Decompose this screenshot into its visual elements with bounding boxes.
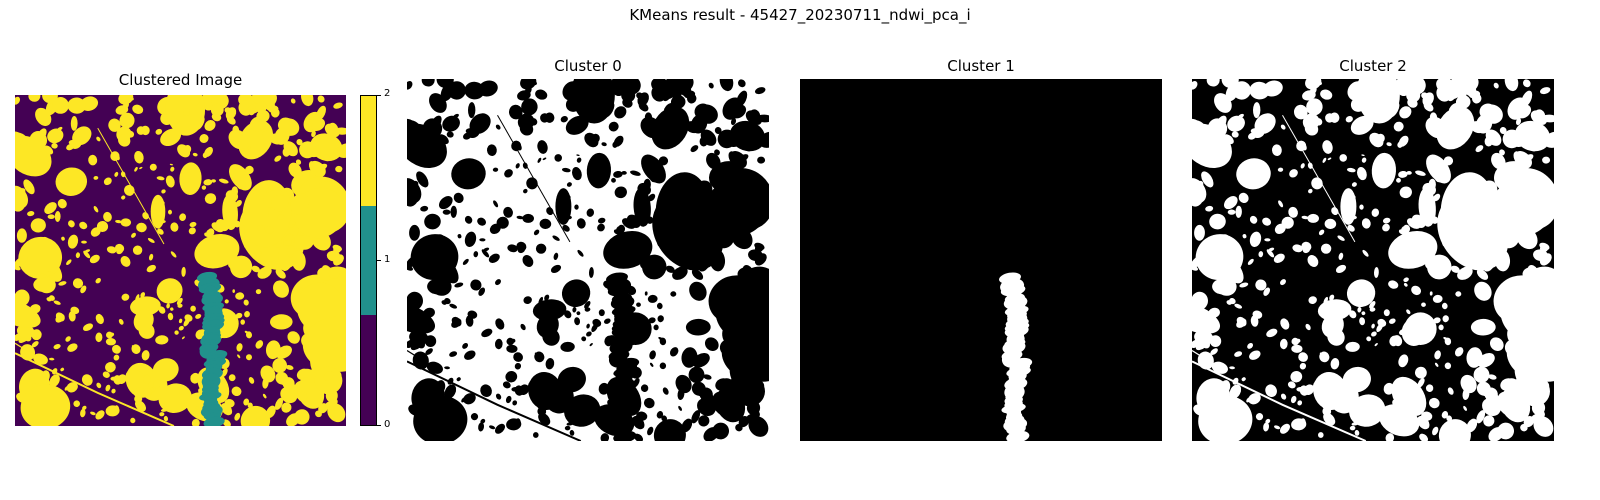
colorbar-tick-1: 1 (384, 254, 391, 265)
colorbar-tick-0: 0 (384, 419, 391, 430)
clustered-image (15, 95, 346, 426)
colorbar (360, 95, 377, 426)
colorbar-segment-0 (361, 315, 376, 425)
cluster-1-mask (800, 79, 1162, 441)
panel-title-clustered: Clustered Image (118, 71, 243, 89)
cluster-2-mask (1192, 79, 1554, 441)
colorbar-segment-1 (361, 205, 376, 316)
figure-title: KMeans result - 45427_20230711_ndwi_pca_… (629, 6, 971, 24)
cluster-0-mask (407, 79, 769, 441)
colorbar-segment-2 (361, 96, 376, 206)
panel-title-cluster-0: Cluster 0 (554, 57, 622, 75)
colorbar-tick-2: 2 (384, 88, 391, 99)
panel-title-cluster-1: Cluster 1 (947, 57, 1015, 75)
panel-title-cluster-2: Cluster 2 (1339, 57, 1407, 75)
